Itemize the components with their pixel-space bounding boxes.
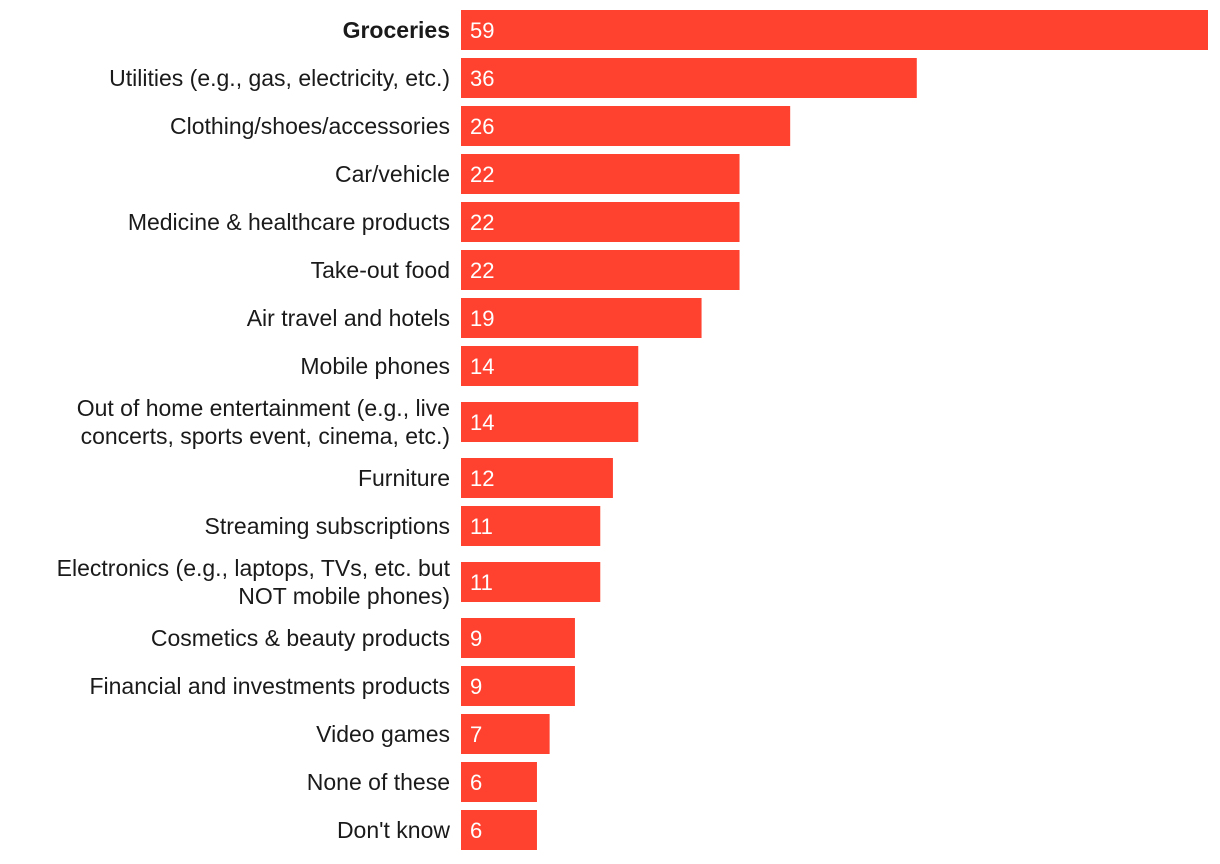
category-label-2: Clothing/shoes/accessories (170, 113, 450, 139)
bar-4 (461, 202, 740, 242)
category-label-7: Mobile phones (300, 353, 450, 379)
bar-12 (461, 618, 575, 658)
bar-value-label-2: 26 (470, 114, 494, 139)
bar-0 (461, 10, 1208, 50)
category-label-0: Groceries (343, 17, 450, 43)
bar-value-label-16: 6 (470, 818, 482, 843)
category-label-15: None of these (307, 769, 450, 795)
bar-11 (461, 562, 601, 602)
category-label-3: Car/vehicle (335, 161, 450, 187)
bar-value-label-1: 36 (470, 66, 494, 91)
bar-value-label-4: 22 (470, 210, 494, 235)
category-label-5: Take-out food (311, 257, 450, 283)
category-label-11: Electronics (e.g., laptops, TVs, etc. bu… (57, 555, 451, 609)
bar-value-label-13: 9 (470, 674, 482, 699)
bar-value-label-5: 22 (470, 258, 494, 283)
category-label-12: Cosmetics & beauty products (151, 625, 450, 651)
category-label-4: Medicine & healthcare products (128, 209, 450, 235)
bar-value-label-11: 11 (470, 570, 493, 595)
category-label-13: Financial and investments products (89, 673, 450, 699)
bar-value-label-8: 14 (470, 410, 494, 435)
bar-value-label-10: 11 (470, 514, 493, 539)
bar-15 (461, 762, 537, 802)
bar-1 (461, 58, 917, 98)
category-label-1: Utilities (e.g., gas, electricity, etc.) (109, 65, 450, 91)
bar-8 (461, 402, 639, 442)
bar-value-label-14: 7 (470, 722, 482, 747)
bar-14 (461, 714, 550, 754)
category-label-14: Video games (316, 721, 450, 747)
bar-6 (461, 298, 702, 338)
category-label-6: Air travel and hotels (247, 305, 450, 331)
bar-value-label-9: 12 (470, 466, 494, 491)
bar-13 (461, 666, 575, 706)
bar-10 (461, 506, 601, 546)
bar-5 (461, 250, 740, 290)
bar-7 (461, 346, 639, 386)
category-label-8-line-0: Out of home entertainment (e.g., live (77, 395, 450, 421)
category-label-9: Furniture (358, 465, 450, 491)
bar-9 (461, 458, 613, 498)
bar-value-label-12: 9 (470, 626, 482, 651)
bar-value-label-3: 22 (470, 162, 494, 187)
bar-value-label-7: 14 (470, 354, 494, 379)
bar-value-label-15: 6 (470, 770, 482, 795)
bar-value-label-0: 59 (470, 18, 494, 43)
bar-16 (461, 810, 537, 850)
category-label-8-line-1: concerts, sports event, cinema, etc.) (81, 423, 450, 449)
category-label-11-line-0: Electronics (e.g., laptops, TVs, etc. bu… (57, 555, 451, 581)
category-label-8: Out of home entertainment (e.g., live con… (77, 395, 450, 449)
category-label-10: Streaming subscriptions (205, 513, 450, 539)
bar-3 (461, 154, 740, 194)
bar-value-label-6: 19 (470, 306, 494, 331)
category-label-11-line-1: NOT mobile phones) (238, 583, 450, 609)
bar-2 (461, 106, 791, 146)
category-label-16: Don't know (337, 817, 450, 843)
